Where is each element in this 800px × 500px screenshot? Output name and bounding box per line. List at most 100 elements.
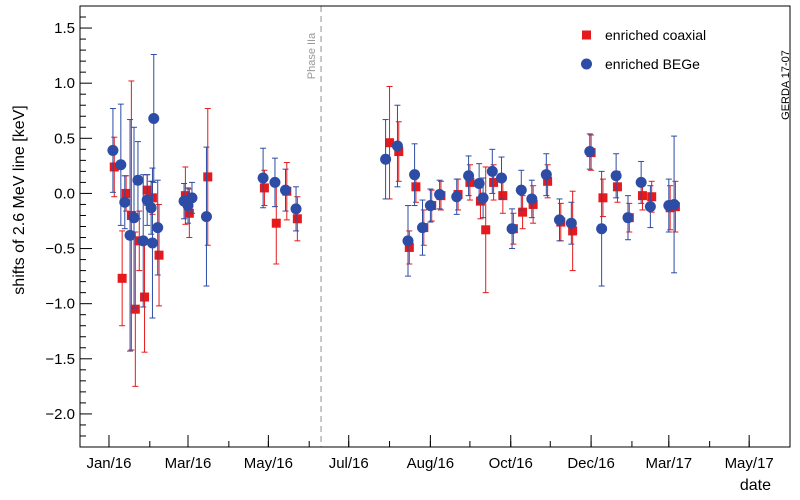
data-point-circle (416, 222, 428, 234)
data-point-circle (128, 212, 140, 224)
legend-marker-circle (581, 58, 592, 70)
y-axis-title: shifts of 2.6 MeV line [keV] (11, 105, 28, 294)
data-point-square (203, 172, 213, 182)
data-point-square (568, 226, 578, 236)
y-tick-label: −1.0 (45, 296, 75, 313)
data-point-circle (124, 229, 136, 241)
data-point-circle (257, 172, 269, 184)
data-point-circle (269, 176, 281, 188)
data-point-square (647, 192, 657, 202)
data-point-circle (622, 212, 634, 224)
data-point-square (481, 225, 491, 235)
legend-marker-square (582, 30, 591, 40)
x-tick-label: Jul/16 (329, 455, 369, 472)
data-point-circle (668, 198, 680, 210)
data-point-circle (132, 174, 144, 186)
legend: enriched coaxial enriched BEGe (581, 27, 706, 72)
data-point-circle (496, 172, 508, 184)
data-point-square (598, 193, 608, 203)
data-point-square (498, 191, 508, 201)
data-point-square (130, 304, 140, 314)
series-circle (107, 54, 680, 352)
data-point-circle (451, 191, 463, 203)
data-point-circle (434, 189, 446, 201)
data-point-square (154, 250, 164, 260)
data-point-circle (515, 184, 527, 196)
data-point-circle (391, 140, 403, 152)
data-point-square (394, 147, 404, 157)
data-point-circle (610, 170, 622, 182)
data-point-circle (402, 235, 414, 247)
legend-label: enriched coaxial (605, 27, 706, 43)
data-point-circle (137, 235, 149, 247)
data-point-circle (186, 192, 198, 204)
x-tick-label: Mar/17 (645, 455, 692, 472)
data-point-circle (290, 203, 302, 215)
x-axis-title: date (740, 477, 771, 494)
data-point-circle (463, 170, 475, 182)
data-point-circle (477, 192, 489, 204)
y-tick-label: 1.0 (54, 75, 75, 92)
phase-label: Phase IIa (306, 32, 318, 79)
data-point-circle (540, 169, 552, 181)
x-tick-label: Oct/16 (489, 455, 533, 472)
data-point-square (180, 191, 190, 201)
data-point-circle (553, 214, 565, 226)
phase-marker-group: Phase IIa (306, 6, 322, 447)
data-point-circle (526, 193, 538, 205)
y-tick-label: −1.5 (45, 351, 75, 368)
data-point-square (411, 182, 421, 192)
data-point-square (637, 191, 647, 201)
data-point-circle (146, 237, 158, 249)
data-point-circle (584, 146, 596, 158)
legend-label: enriched BEGe (605, 56, 700, 72)
data-point-square (121, 188, 131, 198)
data-point-circle (380, 153, 392, 165)
x-tick-label: Mar/16 (165, 455, 212, 472)
gerda-tag-label: GERDA 17-07 (780, 50, 792, 120)
data-point-circle (115, 159, 127, 171)
data-point-circle (596, 223, 608, 235)
x-tick-label: Dec/16 (567, 455, 615, 472)
y-tick-label: −2.0 (45, 406, 75, 423)
data-point-square (612, 182, 622, 192)
data-point-square (489, 177, 499, 187)
data-point-square (271, 218, 281, 228)
x-tick-label: May/16 (244, 455, 293, 472)
data-point-square (404, 242, 414, 252)
data-point-circle (148, 112, 160, 124)
data-point-square (528, 199, 538, 209)
data-point-square (385, 138, 395, 148)
x-tick-label: May/17 (725, 455, 774, 472)
data-point-circle (506, 223, 518, 235)
data-point-square (292, 214, 302, 224)
y-tick-label: 1.5 (54, 20, 75, 37)
data-point-square (518, 207, 528, 217)
data-point-circle (486, 165, 498, 177)
x-tick-label: Jan/16 (86, 455, 131, 472)
data-point-square (543, 176, 553, 186)
data-series-group (107, 54, 680, 387)
data-point-circle (473, 178, 485, 190)
y-tick-label: 0.0 (54, 185, 75, 202)
data-point-circle (635, 176, 647, 188)
y-tick-label: 0.5 (54, 130, 75, 147)
data-point-circle (424, 200, 436, 212)
data-point-circle (409, 169, 421, 181)
data-point-circle (200, 211, 212, 223)
data-point-circle (119, 196, 131, 208)
data-point-square (117, 273, 127, 283)
data-point-circle (279, 184, 291, 196)
data-point-circle (152, 222, 164, 234)
data-point-circle (644, 201, 656, 213)
data-point-square (259, 183, 269, 193)
y-tick-label: −0.5 (45, 241, 75, 258)
axes-group: 1.5 1.0 0.5 0.0 −0.5 −1.0 −1.5 −2.0 Jan/16 Mar/16… (45, 16, 774, 472)
data-point-square (109, 162, 119, 172)
data-point-circle (145, 202, 157, 214)
data-point-square (140, 292, 150, 302)
data-point-circle (107, 144, 119, 156)
data-point-square (465, 177, 475, 187)
